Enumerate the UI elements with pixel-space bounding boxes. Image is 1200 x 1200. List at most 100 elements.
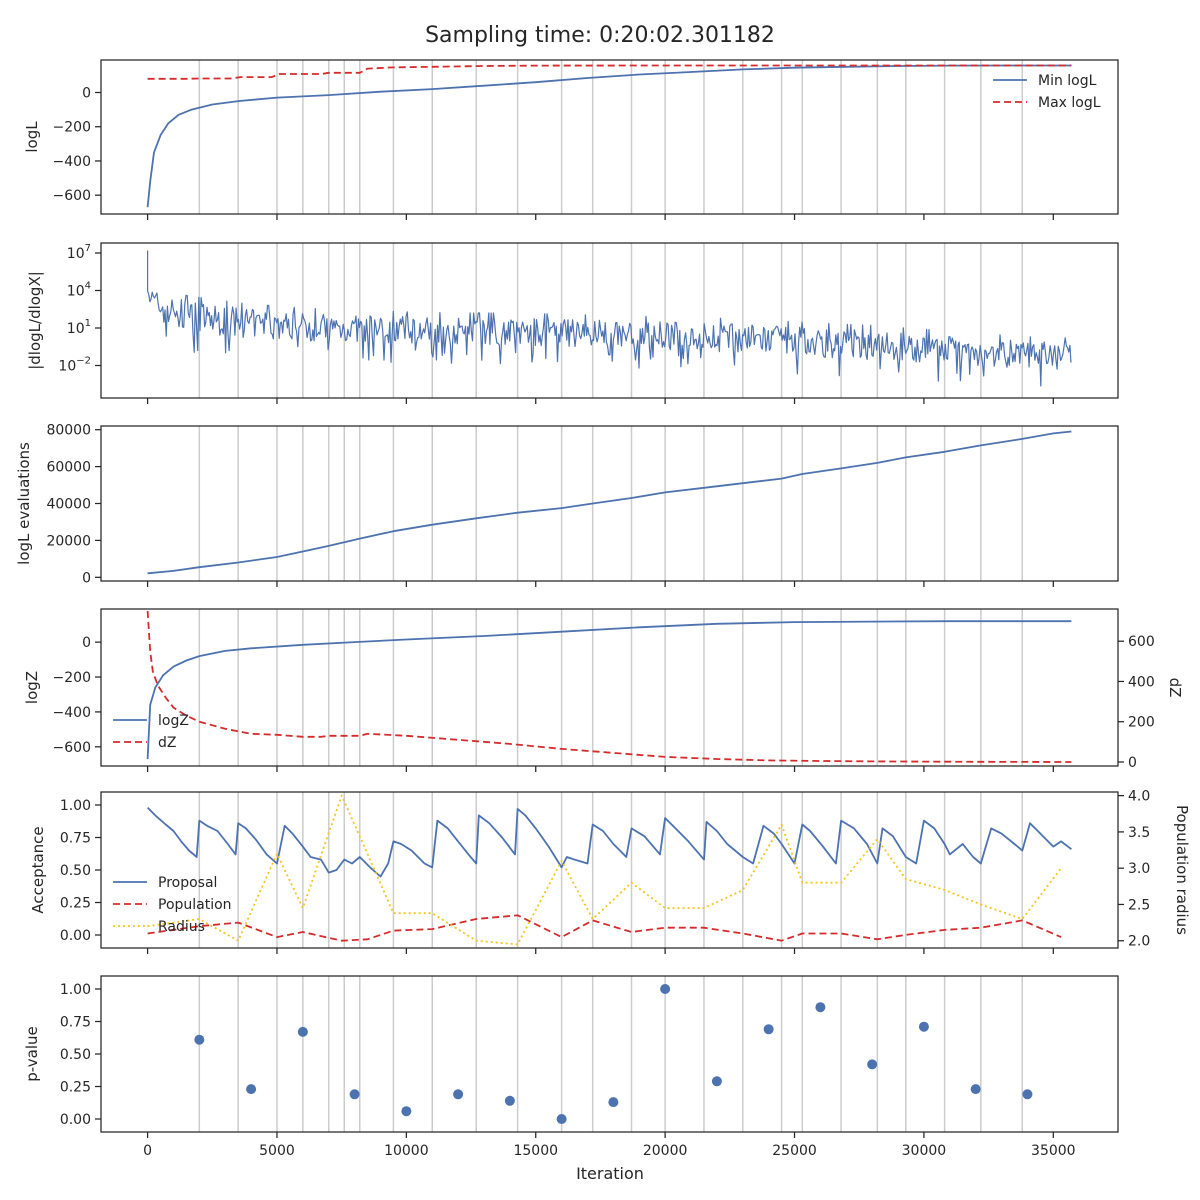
plot-area (146, 64, 1072, 208)
y-tick-label: −400 (53, 705, 91, 721)
y-tick-label: −200 (53, 670, 91, 686)
y-tick-label: 40000 (46, 497, 91, 513)
axes-frame (100, 791, 1119, 949)
y-axis-label: p-value (23, 1026, 41, 1082)
panel-logL: 0 −200 −400 −600 logL Min logL Max logL (23, 59, 1119, 220)
data-point (246, 1084, 257, 1095)
x-tick-label: 35000 (1031, 1143, 1076, 1159)
axes-frame (100, 975, 1119, 1133)
y2-tick-label: 4.0 (1128, 789, 1150, 805)
plot-area (194, 984, 1033, 1124)
data-point (194, 1034, 205, 1045)
panel-acceptance: 0.00 0.25 0.50 0.75 1.00 2.0 2.5 3.0 3.5 4.0 Accep… (29, 789, 1191, 954)
y2-tick-label: 2.5 (1128, 897, 1150, 913)
y-tick-label: −600 (53, 740, 91, 756)
y-tick-label: 1.00 (60, 798, 91, 814)
legend-label: Radius (158, 919, 205, 935)
panel-pvalue: 0 5000 10000 15000 20000 25000 30000 35000 0.00 0… (23, 975, 1119, 1159)
axes-frame (100, 242, 1119, 399)
legend-label: logZ (158, 713, 189, 729)
series-line-logz (146, 620, 1072, 760)
panel-evals: 0 20000 40000 60000 80000 logL evaluations (15, 423, 1119, 587)
data-point (453, 1089, 464, 1100)
y-axis-label: logL evaluations (15, 442, 33, 565)
y2-tick-label: 0 (1128, 755, 1137, 771)
y-tick-label: 0.00 (60, 1112, 91, 1128)
series-line-proposal (146, 806, 1072, 878)
series-line-dz (146, 610, 1072, 763)
y2-tick-label: 3.0 (1128, 861, 1150, 877)
x-tick-label: 30000 (902, 1143, 947, 1159)
panel-logZ: 0 −200 −400 −600 0 200 400 600 logZ dZ logZ dZ (23, 608, 1184, 772)
legend-label: dZ (158, 735, 176, 751)
y-tick-label: 0.50 (60, 1047, 91, 1063)
x-tick-label: 0 (143, 1143, 152, 1159)
series-line-population (147, 914, 1062, 942)
data-point (660, 984, 671, 994)
y-tick-label: −400 (53, 154, 91, 170)
y-tick-label: 0.75 (60, 831, 91, 847)
y-tick-label: 107 (67, 243, 91, 262)
y2-tick-label: 3.5 (1128, 825, 1150, 841)
plot-area (147, 250, 1072, 387)
y-tick-label: 0.25 (60, 896, 91, 912)
y-tick-label: 10−2 (58, 356, 91, 375)
data-point (297, 1026, 308, 1037)
data-point (349, 1089, 360, 1100)
legend: Proposal Population Radius (113, 875, 232, 935)
y-tick-label: 0.25 (60, 1080, 91, 1096)
y-axis-label: logZ (23, 671, 41, 704)
y-tick-label: 0.50 (60, 863, 91, 879)
y-tick-label: 0 (82, 86, 91, 102)
y2-axis-label: Population radius (1173, 805, 1191, 935)
data-point (711, 1076, 722, 1087)
y-tick-label: 0 (82, 570, 91, 586)
y-tick-label: 0.00 (60, 928, 91, 944)
legend-label: Min logL (1038, 73, 1097, 89)
x-tick-label: 20000 (643, 1143, 688, 1159)
legend: logZ dZ (113, 713, 189, 751)
x-tick-label: 25000 (772, 1143, 817, 1159)
y-tick-label: −200 (53, 120, 91, 136)
y-axis-label: logL (23, 121, 41, 153)
plot-area (146, 794, 1072, 946)
legend: Min logL Max logL (993, 73, 1101, 111)
figure-title: Sampling time: 0:20:02.301182 (425, 23, 775, 48)
y-tick-label: 20000 (46, 533, 91, 549)
data-point (970, 1084, 981, 1095)
y-axis-label: Acceptance (29, 826, 47, 913)
y-tick-label: 0.75 (60, 1015, 91, 1031)
axes-frame (100, 425, 1119, 582)
y-axis-label: |dlogL/dlogX| (26, 271, 44, 370)
plot-area (147, 430, 1072, 575)
y-tick-label: 0 (82, 635, 91, 651)
y-tick-label: 1.00 (60, 982, 91, 998)
data-point (918, 1021, 929, 1032)
y-tick-label: −600 (53, 188, 91, 204)
panel-dlogl: 107 104 101 10−2 |dlogL/dlogX| (26, 242, 1119, 404)
series-line-dlogl (147, 250, 1072, 387)
y2-tick-label: 200 (1128, 715, 1155, 731)
series-line-evals (147, 430, 1072, 575)
y-tick-label: 104 (67, 281, 91, 300)
x-axis-label: Iteration (576, 1164, 644, 1183)
series-line-radius (147, 794, 1062, 946)
y-tick-label: 101 (67, 318, 91, 337)
legend-label: Population (158, 897, 232, 913)
y2-axis-label: dZ (1166, 678, 1184, 698)
y-tick-label: 80000 (46, 423, 91, 439)
data-point (867, 1059, 878, 1070)
x-tick-label: 10000 (384, 1143, 429, 1159)
series-line-max-logl (147, 64, 1072, 80)
y2-tick-label: 600 (1128, 634, 1155, 650)
y-tick-label: 60000 (46, 460, 91, 476)
plot-area (146, 610, 1072, 763)
data-point (608, 1097, 619, 1108)
legend-label: Max logL (1038, 95, 1101, 111)
axes-frame (100, 59, 1119, 215)
data-point (504, 1095, 515, 1106)
axes-frame (100, 608, 1119, 767)
data-point (763, 1024, 774, 1035)
